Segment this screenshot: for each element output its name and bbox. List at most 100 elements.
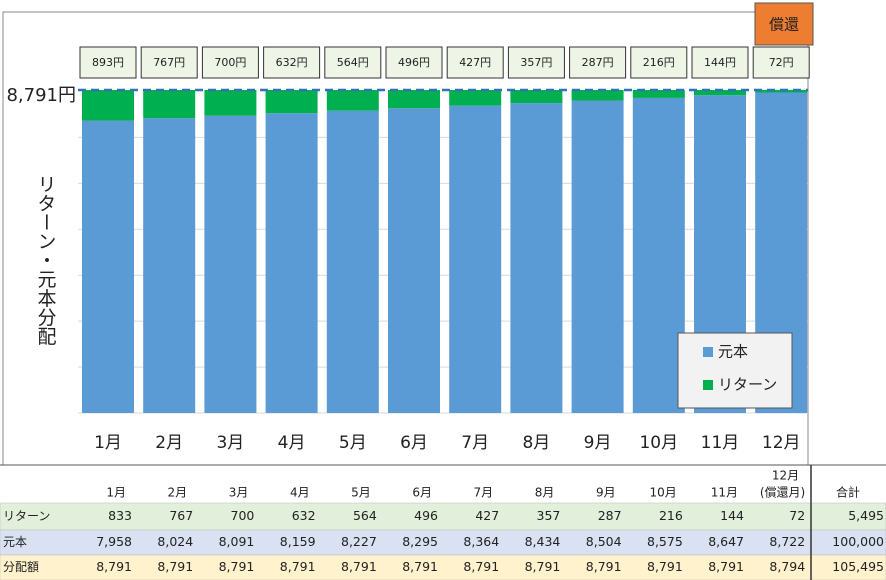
x-tick-label: 4月 — [278, 433, 306, 453]
table-cell: 8,364 — [463, 534, 499, 549]
x-tick-label: 2月 — [155, 433, 183, 453]
bar-segment — [388, 90, 440, 109]
x-tick-label: 10月 — [639, 433, 678, 453]
table-header: 8月 — [535, 486, 555, 500]
table-header: 10月 — [650, 486, 677, 500]
table-cell: 8,091 — [219, 534, 255, 549]
table-cell: 8,295 — [402, 534, 438, 549]
table-cell: 8,791 — [586, 559, 622, 574]
table-cell: 216 — [659, 508, 683, 523]
top-label-box — [263, 46, 321, 79]
row-label: 元本 — [3, 535, 27, 549]
top-label: 357円 — [520, 56, 552, 69]
table-cell: 8,791 — [708, 559, 744, 574]
x-tick-label: 11月 — [701, 433, 740, 453]
table-header: 9月 — [596, 486, 616, 500]
table-cell: 8,791 — [157, 559, 193, 574]
bar-segment — [510, 103, 563, 413]
top-label: 216円 — [643, 56, 675, 69]
top-label-box — [446, 46, 504, 79]
x-tick-label: 7月 — [461, 433, 489, 453]
legend-swatch — [703, 380, 713, 390]
table-cell: 8,159 — [280, 534, 316, 549]
top-label-box — [201, 46, 259, 79]
table-cell: 427 — [475, 508, 499, 523]
table-header: 2月 — [168, 486, 188, 500]
top-label-box — [140, 46, 198, 79]
bar-segment — [449, 90, 502, 106]
table-row — [0, 554, 886, 580]
table-cell: 100,000 — [832, 534, 884, 549]
table-cell: 8,791 — [96, 559, 132, 574]
bar-segment — [82, 90, 134, 121]
top-label-box — [385, 46, 443, 79]
legend-swatch — [703, 347, 713, 357]
table-cell: 7,958 — [96, 534, 132, 549]
y-axis-label: リターン・元本分配 — [35, 175, 57, 346]
table-cell: 357 — [537, 508, 561, 523]
table-cell: 5,495 — [848, 508, 884, 523]
x-tick-label: 9月 — [584, 433, 612, 453]
bar-segment — [143, 90, 196, 119]
row-label: 分配額 — [3, 560, 39, 574]
table-cell: 8,791 — [402, 559, 438, 574]
table-cell: 8,791 — [647, 559, 683, 574]
table-cell: 496 — [414, 508, 438, 523]
x-tick-label: 12月 — [762, 433, 801, 453]
bar-segment — [510, 90, 563, 104]
table-header: 3月 — [229, 486, 249, 500]
table-header: 11月 — [711, 486, 738, 500]
table-cell: 8,575 — [647, 534, 683, 549]
x-tick-label: 6月 — [400, 433, 428, 453]
bar-segment — [449, 105, 502, 413]
top-label: 767円 — [153, 56, 185, 69]
legend-box — [677, 332, 793, 409]
table-cell: 8,791 — [280, 559, 316, 574]
bar-segment — [265, 90, 318, 114]
top-label: 700円 — [214, 56, 246, 69]
bar-segment — [632, 90, 685, 98]
legend-label: リターン — [718, 376, 777, 394]
table-header: 合計 — [836, 485, 860, 500]
table-cell: 700 — [231, 508, 255, 523]
table-cell: 8,504 — [586, 534, 622, 549]
table-cell: 8,722 — [769, 534, 805, 549]
top-label: 893円 — [92, 56, 124, 69]
badge-text: 償還 — [769, 16, 799, 34]
top-label-box — [630, 46, 688, 79]
bar-segment — [571, 100, 624, 414]
table-cell: 8,434 — [525, 534, 561, 549]
table-cell: 8,647 — [708, 534, 744, 549]
top-label-box — [691, 46, 749, 79]
table-cell: 8,227 — [341, 534, 377, 549]
table-cell: 564 — [353, 508, 377, 523]
badge-box — [754, 2, 814, 46]
table-row — [0, 529, 886, 556]
bar-segment — [82, 120, 134, 413]
table-header: 6月 — [412, 486, 432, 500]
x-tick-label: 3月 — [216, 433, 244, 453]
top-label: 496円 — [398, 56, 430, 69]
table-cell: 632 — [292, 508, 316, 523]
bar-segment — [326, 90, 379, 111]
table-cell: 144 — [720, 508, 744, 523]
row-label: リターン — [3, 509, 50, 523]
bar-segment — [571, 90, 624, 101]
table-cell: 833 — [108, 508, 132, 523]
top-label-box — [507, 46, 565, 79]
table-header: 5月 — [351, 486, 371, 500]
bar-segment — [326, 110, 379, 413]
top-label: 287円 — [582, 56, 614, 69]
table-row — [0, 502, 886, 531]
top-label-box — [79, 46, 137, 79]
table-cell: 72 — [789, 508, 805, 523]
top-label-box — [752, 46, 810, 79]
x-tick-label: 1月 — [94, 433, 122, 453]
table-header: 1月 — [106, 486, 126, 500]
bar-segment — [143, 118, 196, 413]
bar-segment — [632, 97, 685, 413]
table-cell: 8,024 — [157, 534, 193, 549]
bar-segment — [204, 115, 257, 413]
bar-segment — [694, 90, 746, 96]
